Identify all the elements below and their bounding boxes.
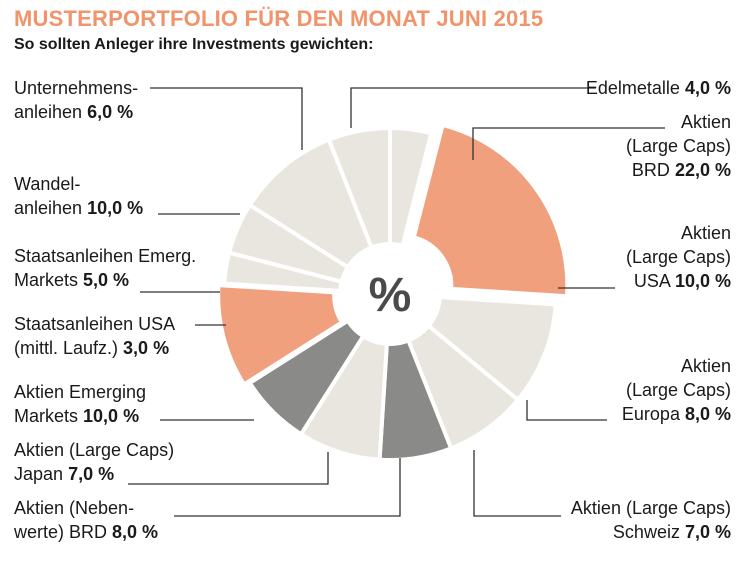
slice-label-text: Aktien (Large Caps) — [14, 440, 175, 460]
slice-label-text: Japan — [14, 464, 64, 484]
slice-label-text: Aktien (Neben- — [14, 498, 135, 518]
slice-value: 10,0 % — [83, 406, 140, 426]
center-percent-label: % — [369, 269, 412, 322]
slice-label-text: Schweiz — [612, 522, 680, 542]
slice-value: 8,0 % — [112, 522, 159, 542]
slice-label-text: USA — [633, 271, 670, 291]
slice-label-text: Aktien Emerging — [14, 382, 147, 402]
slice-label: Aktien (Large Caps) Japan 7,0 % — [14, 438, 174, 486]
leader-line — [473, 450, 561, 517]
slice-label: Aktien (Large Caps) Schweiz 7,0 % — [571, 496, 731, 544]
slice-label-text: (Large Caps) — [625, 380, 731, 400]
slice-value: 7,0 % — [684, 522, 731, 542]
leader-line — [350, 87, 596, 128]
slice-label-text: (Large Caps) — [625, 247, 731, 267]
slice-label-text: Edelmetalle — [585, 78, 680, 98]
slice-label-text: Aktien — [680, 112, 731, 132]
slice-label-text: Aktien — [680, 356, 731, 376]
slice-label: Edelmetalle 4,0 % — [586, 76, 731, 100]
leader-line — [128, 452, 329, 485]
slice-label-text: Staatsanleihen Emerg. — [14, 246, 197, 266]
slice-label: Aktien (Neben-werte) BRD 8,0 % — [14, 496, 158, 544]
slice-value: 7,0 % — [68, 464, 115, 484]
slice-label-text: Europa — [621, 404, 680, 424]
slice-label: Wandel-anleihen 10,0 % — [14, 172, 143, 220]
slice-label: Staatsanleihen Emerg. Markets 5,0 % — [14, 244, 196, 292]
slice-label-text: Aktien — [680, 223, 731, 243]
chart-subtitle: So sollten Anleger ihre Investments gewi… — [14, 36, 374, 53]
slice-label-text: Unternehmens- — [14, 78, 139, 98]
leader-line — [150, 87, 303, 150]
slice-label: Aktien (Large Caps) Europa 8,0 % — [622, 354, 731, 426]
slice-value: 4,0 % — [684, 78, 731, 98]
slice-value: 5,0 % — [83, 270, 130, 290]
donut-slice — [216, 282, 345, 388]
slice-label-text: BRD — [631, 160, 670, 180]
slice-label-text: anleihen — [14, 198, 83, 218]
slice-value: 22,0 % — [674, 160, 731, 180]
slice-label-text: Markets — [14, 406, 79, 426]
donut-slice — [326, 125, 392, 251]
slice-label: Aktien (Large Caps) USA 10,0 % — [626, 221, 731, 293]
slice-label: Aktien (Large Caps) BRD 22,0 % — [626, 110, 731, 182]
slice-value: 8,0 % — [684, 404, 731, 424]
slice-label-text: Staatsanleihen USA — [14, 314, 176, 334]
leader-line — [526, 400, 607, 421]
slice-label-text: anleihen — [14, 102, 83, 122]
slice-value: 10,0 % — [87, 198, 144, 218]
slice-label: Aktien Emerging Markets 10,0 % — [14, 380, 146, 428]
slice-value: 6,0 % — [87, 102, 134, 122]
slice-label-text: Markets — [14, 270, 79, 290]
slice-label-text: Wandel- — [14, 174, 81, 194]
chart-title: MUSTERPORTFOLIO FÜR DEN MONAT JUNI 2015 — [14, 6, 544, 31]
slice-value: 10,0 % — [674, 271, 731, 291]
donut-slice — [411, 122, 570, 299]
slice-value: 3,0 % — [123, 338, 170, 358]
slice-label-text: Aktien (Large Caps) — [570, 498, 731, 518]
slice-label: Staatsanleihen USA (mittl. Laufz.) 3,0 % — [14, 312, 175, 360]
leader-line — [174, 458, 401, 517]
slice-label-text: (Large Caps) — [625, 136, 731, 156]
leader-line — [472, 127, 665, 160]
slice-label: Unternehmens-anleihen 6,0 % — [14, 76, 138, 124]
slice-label-text: werte) BRD — [14, 522, 108, 542]
slice-label-text: (mittl. Laufz.) — [14, 338, 119, 358]
